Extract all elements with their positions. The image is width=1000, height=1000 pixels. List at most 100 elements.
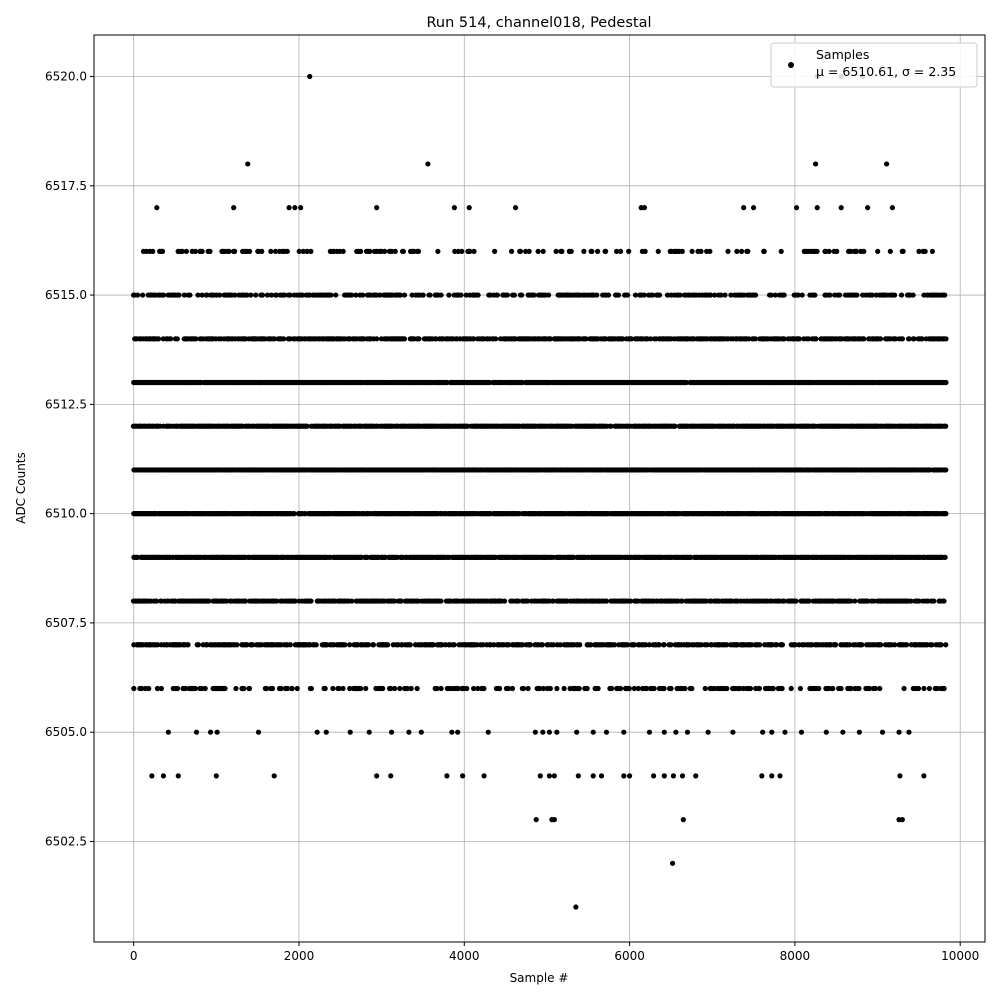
data-point [304, 423, 310, 429]
data-point [524, 598, 531, 604]
data-point [287, 642, 293, 648]
data-point [370, 642, 377, 648]
data-point [911, 336, 917, 342]
data-point [347, 642, 353, 648]
data-point [861, 336, 867, 342]
data-point [292, 598, 298, 604]
data-point [519, 642, 526, 648]
data-point [155, 336, 162, 342]
data-point [603, 598, 610, 604]
data-point [501, 598, 508, 604]
data-point [153, 598, 160, 604]
data-point [943, 336, 949, 342]
data-point [793, 598, 799, 604]
data-point [943, 423, 949, 429]
data-point [244, 642, 250, 648]
data-point [931, 598, 937, 604]
data-point [515, 598, 522, 604]
data-point [349, 598, 355, 604]
data-point [365, 642, 372, 648]
data-point [374, 336, 380, 342]
data-point [471, 336, 477, 342]
data-point [185, 642, 191, 648]
data-point [943, 511, 949, 517]
data-point [577, 642, 583, 648]
data-point [401, 336, 408, 342]
data-point [906, 336, 912, 342]
data-point [627, 598, 634, 604]
data-point [155, 642, 161, 648]
data-point [624, 642, 631, 648]
data-point [919, 336, 925, 342]
data-point [611, 642, 618, 648]
data-point [438, 598, 444, 604]
data-point [474, 642, 480, 648]
data-point [608, 423, 614, 429]
data-point [271, 336, 278, 342]
data-point [281, 336, 287, 342]
data-point [672, 423, 678, 429]
data-point [781, 336, 787, 342]
data-point [679, 598, 685, 604]
data-point [877, 336, 884, 342]
data-point [916, 598, 922, 604]
data-point [174, 336, 180, 342]
data-point [273, 598, 280, 604]
data-point [224, 598, 230, 604]
data-point [813, 336, 819, 342]
data-point [250, 642, 256, 648]
data-point [943, 467, 949, 473]
data-point [291, 511, 297, 517]
data-point [491, 642, 497, 648]
data-point [557, 642, 563, 648]
data-point [451, 642, 457, 648]
data-point [550, 598, 556, 604]
data-point [539, 642, 545, 648]
data-point [752, 336, 758, 342]
data-point [941, 598, 947, 604]
data-point [892, 336, 899, 342]
data-point [805, 336, 811, 342]
data-point [746, 336, 752, 342]
data-point [550, 642, 557, 648]
data-point [493, 336, 499, 342]
data-point [168, 336, 174, 342]
data-point [796, 336, 802, 342]
data-point [628, 336, 634, 342]
data-point [942, 554, 948, 560]
data-point [193, 336, 199, 342]
data-point [806, 598, 812, 604]
data-point [407, 642, 413, 648]
data-point [908, 598, 914, 604]
data-point [683, 379, 689, 386]
data-point [620, 336, 626, 342]
data-point [342, 642, 348, 648]
data-point [852, 598, 858, 604]
data-point [647, 336, 654, 342]
data-point [398, 598, 404, 604]
data-point [234, 642, 240, 648]
data-point [308, 598, 314, 604]
data-points [130, 73, 949, 910]
data-point [848, 598, 854, 604]
data-point [899, 336, 906, 342]
data-point [943, 379, 949, 386]
data-point [195, 642, 201, 648]
data-point [547, 336, 554, 342]
data-point [242, 598, 249, 604]
data-point [588, 642, 594, 648]
data-point [527, 642, 534, 648]
data-point [430, 642, 436, 648]
data-point [313, 642, 319, 648]
data-point [871, 598, 877, 604]
data-point [631, 642, 637, 648]
data-point [416, 336, 422, 342]
data-point [865, 598, 871, 604]
data-point [206, 598, 212, 604]
data-point [385, 642, 391, 648]
data-point [781, 598, 787, 604]
data-point [506, 642, 512, 648]
data-point [392, 598, 398, 604]
